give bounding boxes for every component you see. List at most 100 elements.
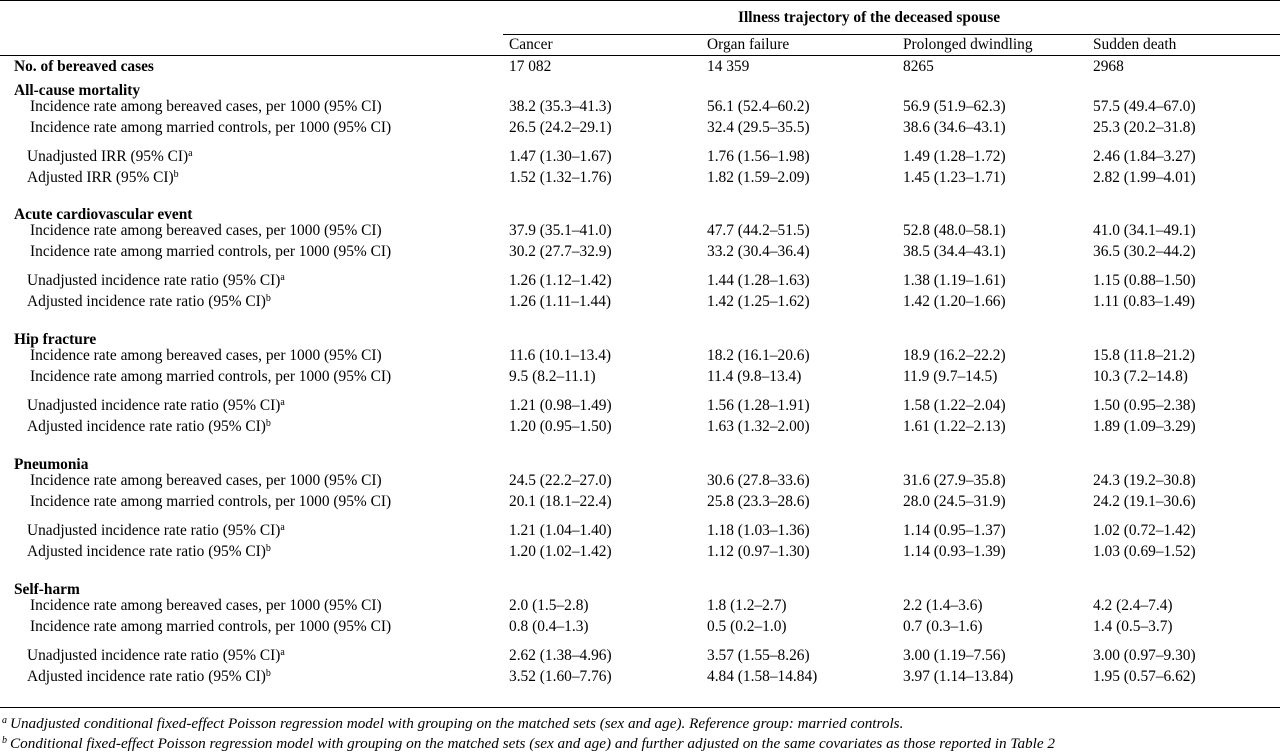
table-cell: 33.2 (30.4–36.4) (707, 243, 810, 260)
row-label-text: Incidence rate among married controls, p… (30, 618, 392, 635)
table-cell: 1.03 (0.69–1.52) (1093, 543, 1196, 560)
table-cell: 4.2 (2.4–7.4) (1093, 597, 1173, 614)
footnote-reference: b (265, 543, 271, 554)
table-cell: 1.45 (1.23–1.71) (903, 169, 1006, 186)
table-cell: 37.9 (35.1–41.0) (509, 222, 612, 239)
row-label-text: Incidence rate among bereaved cases, per… (30, 222, 382, 239)
row-label-text: Incidence rate among married controls, p… (30, 368, 392, 385)
table-cell: 3.97 (1.14–13.84) (903, 668, 1014, 685)
table-cell: 26.5 (24.2–29.1) (509, 119, 612, 136)
footnote-mark: a (2, 715, 7, 726)
control-rate-row-label: Incidence rate among married controls, p… (30, 242, 391, 262)
unadjusted-ratio-row-label: Unadjusted incidence rate ratio (95% CI)… (27, 396, 285, 416)
table-cell: 1.49 (1.28–1.72) (903, 148, 1006, 165)
table-cell: 2.46 (1.84–3.27) (1093, 148, 1196, 165)
table-cell: 1.4 (0.5–3.7) (1093, 618, 1173, 635)
table-cell: 1.8 (1.2–2.7) (707, 597, 787, 614)
bereaved-rate-row-label: Incidence rate among bereaved cases, per… (30, 596, 382, 616)
row-label-text: Incidence rate among married controls, p… (30, 119, 392, 136)
table-cell: 1.50 (0.95–2.38) (1093, 397, 1196, 414)
table-cell: 1.21 (0.98–1.49) (509, 397, 612, 414)
adjusted-ratio-row-label: Adjusted incidence rate ratio (95% CI)b (27, 542, 271, 562)
table-cell: 1.20 (0.95–1.50) (509, 418, 612, 435)
row-label-text: Unadjusted IRR (95% CI) (27, 148, 189, 165)
table-cell: 2.2 (1.4–3.6) (903, 597, 983, 614)
row-label-text: Unadjusted incidence rate ratio (95% CI) (27, 397, 281, 414)
spanner-heading: Illness trajectory of the deceased spous… (738, 9, 1001, 26)
table-cell: 0.8 (0.4–1.3) (509, 618, 589, 635)
column-header-sudden-death: Sudden death (1093, 36, 1177, 53)
table-cell: 1.20 (1.02–1.42) (509, 543, 612, 560)
row-label-text: Adjusted incidence rate ratio (95% CI) (27, 668, 266, 685)
table-cell: 2.82 (1.99–4.01) (1093, 169, 1196, 186)
row-label-text: Adjusted incidence rate ratio (95% CI) (27, 418, 266, 435)
table-cell: 1.02 (0.72–1.42) (1093, 522, 1196, 539)
table-cell: 41.0 (34.1–49.1) (1093, 222, 1196, 239)
table-cell: 1.15 (0.88–1.50) (1093, 272, 1196, 289)
adjusted-ratio-row-label: Adjusted incidence rate ratio (95% CI)b (27, 667, 271, 687)
table-cell: 4.84 (1.58–14.84) (707, 668, 818, 685)
table-cell: 1.26 (1.12–1.42) (509, 272, 612, 289)
bereaved-rate-row-label: Incidence rate among bereaved cases, per… (30, 346, 382, 366)
row-label-text: Unadjusted incidence rate ratio (95% CI) (27, 647, 281, 664)
table-cell: 1.42 (1.20–1.66) (903, 293, 1006, 310)
table-cell: 24.3 (19.2–30.8) (1093, 472, 1196, 489)
unadjusted-ratio-row-label: Unadjusted incidence rate ratio (95% CI)… (27, 521, 285, 541)
table-cell: 25.3 (20.2–31.8) (1093, 119, 1196, 136)
table-cell: 2.62 (1.38–4.96) (509, 647, 612, 664)
column-header-organ-failure: Organ failure (707, 36, 790, 53)
table-cell: 1.76 (1.56–1.98) (707, 148, 810, 165)
footnote-mark: b (2, 735, 7, 746)
row-label-text: Incidence rate among married controls, p… (30, 493, 392, 510)
table-cell: 56.1 (52.4–60.2) (707, 98, 810, 115)
table-cell: 57.5 (49.4–67.0) (1093, 98, 1196, 115)
adjusted-ratio-row-label: Adjusted incidence rate ratio (95% CI)b (27, 417, 271, 437)
table-cell: 3.00 (0.97–9.30) (1093, 647, 1196, 664)
table-cell: 1.56 (1.28–1.91) (707, 397, 810, 414)
cases-row-label: No. of bereaved cases (14, 58, 154, 75)
section-heading: Hip fracture (14, 331, 97, 348)
table-cell: 1.14 (0.95–1.37) (903, 522, 1006, 539)
section-heading: Pneumonia (14, 456, 89, 473)
footnote-text: Conditional fixed-effect Poisson regress… (10, 735, 1055, 752)
control-rate-row-label: Incidence rate among married controls, p… (30, 492, 391, 512)
footnote-reference: b (265, 418, 271, 429)
unadjusted-ratio-row-label: Unadjusted IRR (95% CI)a (27, 147, 193, 167)
control-rate-row-label: Incidence rate among married controls, p… (30, 367, 391, 387)
table-cell: 3.00 (1.19–7.56) (903, 647, 1006, 664)
table-cell: 1.44 (1.28–1.63) (707, 272, 810, 289)
control-rate-row-label: Incidence rate among married controls, p… (30, 118, 391, 138)
table-cell: 1.58 (1.22–2.04) (903, 397, 1006, 414)
footnote-reference: b (173, 169, 179, 180)
footnote-reference: b (265, 293, 271, 304)
row-label-text: Incidence rate among bereaved cases, per… (30, 597, 382, 614)
table-cell: 20.1 (18.1–22.4) (509, 493, 612, 510)
table-cell: 56.9 (51.9–62.3) (903, 98, 1006, 115)
table-cell: 1.42 (1.25–1.62) (707, 293, 810, 310)
table-cell: 38.2 (35.3–41.3) (509, 98, 612, 115)
table-cell: 32.4 (29.5–35.5) (707, 119, 810, 136)
row-label-text: Incidence rate among bereaved cases, per… (30, 98, 382, 115)
column-header-prolonged-dwindling: Prolonged dwindling (903, 36, 1033, 53)
footnote-a: a Unadjusted conditional fixed-effect Poi… (2, 714, 903, 734)
table-cell: 2.0 (1.5–2.8) (509, 597, 589, 614)
table-cell: 0.5 (0.2–1.0) (707, 618, 787, 635)
table-cell: 24.5 (22.2–27.0) (509, 472, 612, 489)
table-cell: 1.38 (1.19–1.61) (903, 272, 1006, 289)
table-cell: 18.9 (16.2–22.2) (903, 347, 1006, 364)
footnote-reference: a (280, 522, 285, 533)
footnote-reference: a (280, 397, 285, 408)
table-cell: 38.6 (34.6–43.1) (903, 119, 1006, 136)
row-label-text: Incidence rate among bereaved cases, per… (30, 347, 382, 364)
table-top-rule (0, 0, 1280, 1)
table-cell: 1.82 (1.59–2.09) (707, 169, 810, 186)
table-cell: 18.2 (16.1–20.6) (707, 347, 810, 364)
footnote-reference: a (280, 272, 285, 283)
table-cell: 11.9 (9.7–14.5) (903, 368, 998, 385)
table-cell: 1.14 (0.93–1.39) (903, 543, 1006, 560)
table-cell: 1.95 (0.57–6.62) (1093, 668, 1196, 685)
table-cell: 30.2 (27.7–32.9) (509, 243, 612, 260)
column-header-cancer: Cancer (509, 36, 553, 53)
footnote-reference: a (280, 647, 285, 658)
control-rate-row-label: Incidence rate among married controls, p… (30, 617, 391, 637)
